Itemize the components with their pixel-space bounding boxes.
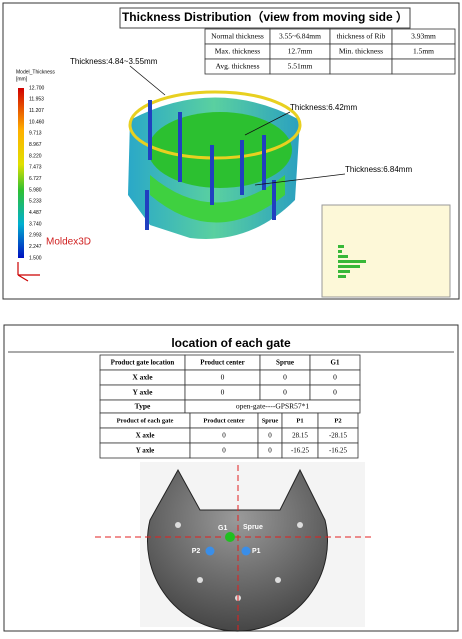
cell-text: thickness of Rib (337, 32, 386, 41)
legend-title: Model_Thickness (16, 69, 55, 75)
legend-label: 5.980 (29, 187, 42, 193)
legend-label: 3.740 (29, 221, 42, 227)
cell-text: 0 (221, 388, 225, 397)
cell-text: 0 (283, 388, 287, 397)
cell-text: Type (135, 402, 151, 411)
annotation: Thickness:6.42mm (290, 103, 357, 112)
pointer-line (254, 173, 346, 186)
cell-text: Product of each gate (117, 417, 174, 424)
cell-text: 5.51mm (288, 62, 313, 71)
histogram-thumbnail (321, 204, 451, 298)
table-cell (317, 442, 359, 459)
cell-text: 0 (268, 432, 272, 440)
gate-label: P2 (192, 548, 201, 555)
gate-image (95, 462, 375, 632)
cell-text: X axle (136, 432, 155, 440)
legend-label: 1.500 (29, 255, 42, 261)
cell-text: 0 (333, 373, 337, 382)
pointer-line (244, 111, 291, 136)
cell-text: -16.25 (291, 447, 310, 455)
color-scale (18, 88, 24, 258)
cell-text: 0 (221, 373, 225, 382)
legend-unit: [mm] (16, 76, 28, 82)
annotation: Thickness:4.84~3.55mm (70, 57, 158, 66)
gate-label: P1 (252, 548, 261, 555)
cell-text: Sprue (276, 359, 294, 367)
cell-text: 3.55~6.84mm (279, 32, 321, 41)
legend-label: 11.953 (29, 97, 44, 103)
cell-text: 1.5mm (413, 47, 434, 56)
cell-text: 0 (222, 432, 226, 440)
gate-label: G1 (218, 525, 227, 532)
cell-text: Product gate location (111, 359, 175, 367)
cell-text: 12.7mm (288, 47, 313, 56)
legend-label: 5.233 (29, 199, 42, 205)
gate-label: Sprue (243, 524, 263, 531)
cell-text: Y axle (136, 447, 155, 455)
legend-label: 2.247 (29, 244, 42, 250)
cell-text: Normal thickness (211, 32, 264, 41)
legend-label: 8.220 (29, 153, 42, 159)
cell-text: X axle (132, 373, 153, 382)
legend-label: 12.700 (29, 85, 45, 91)
cell-text: G1 (331, 359, 340, 367)
brand: Moldex3D (46, 237, 91, 248)
legend-label: 7.473 (29, 165, 42, 171)
table-cell (329, 58, 393, 75)
cell-text: 28.15 (292, 432, 308, 440)
cell-text: P2 (334, 417, 341, 424)
legend-label: 9.713 (29, 131, 42, 137)
cell-text: Product center (200, 359, 244, 367)
cell-text: P1 (296, 417, 303, 424)
cell-text: Sprue (262, 417, 279, 424)
title-box (119, 7, 411, 29)
cell-text: Avg. thickness (215, 62, 259, 71)
cell-text: 0 (333, 388, 337, 397)
cell-text: Y axle (133, 388, 154, 397)
cell-text: 0 (222, 447, 226, 455)
pointer-line (129, 65, 166, 96)
panel-title: Thickness Distribution（view from moving … (122, 9, 408, 24)
cell-text: Max. thickness (215, 47, 260, 56)
axis-triad (17, 262, 40, 282)
cell-text: Min. thickness (339, 47, 383, 56)
cell-text: -16.25 (329, 447, 348, 455)
cell-text: 3.93mm (411, 32, 436, 41)
cell-text: open-gate----GPSR57*1 (236, 402, 310, 411)
cell-text: -28.15 (329, 432, 348, 440)
cell-text: 0 (283, 373, 287, 382)
legend-label: 8.967 (29, 142, 42, 148)
table-cell (391, 58, 456, 75)
panel-title: location of each gate (171, 336, 291, 350)
part-model (128, 90, 302, 239)
legend-label: 6.727 (29, 176, 42, 182)
legend-label: 2.993 (29, 233, 42, 239)
cell-text: 0 (268, 447, 272, 455)
legend-label: 10.460 (29, 119, 45, 125)
annotation: Thickness:6.84mm (345, 165, 412, 174)
cell-text: Product center (203, 417, 244, 424)
legend-label: 4.487 (29, 210, 42, 216)
legend-label: 11.207 (29, 108, 44, 114)
